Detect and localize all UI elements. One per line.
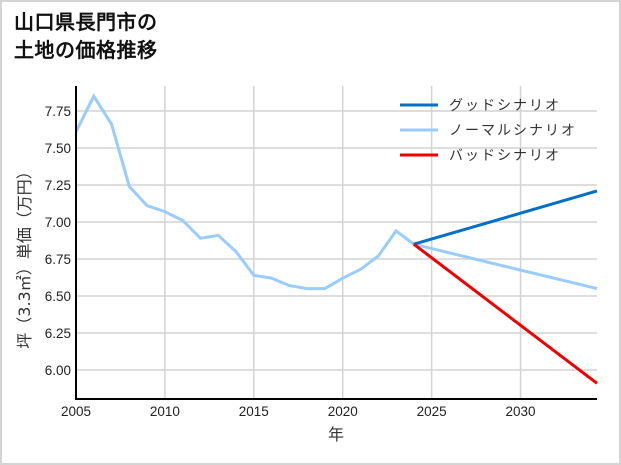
y-tick-label: 6.25 xyxy=(45,326,71,341)
legend-label: グッドシナリオ xyxy=(449,98,561,114)
x-tick-label: 2030 xyxy=(506,404,536,419)
title-line-1: 山口県長門市の xyxy=(14,10,158,34)
series-lines xyxy=(74,93,598,385)
y-tick-label: 6.50 xyxy=(45,289,71,304)
y-tick-label: 7.25 xyxy=(45,178,71,193)
series-line-0 xyxy=(413,189,598,246)
x-axis-label: 年 xyxy=(328,425,344,444)
legend-label: ノーマルシナリオ xyxy=(449,123,577,139)
x-tick-label: 2015 xyxy=(239,404,269,419)
x-tick-label: 2010 xyxy=(150,404,180,419)
x-tick-label: 2005 xyxy=(61,404,91,419)
chart-title: 山口県長門市の 土地の価格推移 xyxy=(14,8,158,64)
y-tick-label: 6.00 xyxy=(45,363,71,378)
y-tick-label: 7.75 xyxy=(45,104,71,119)
legend-label: バッドシナリオ xyxy=(449,148,561,164)
title-line-2: 土地の価格推移 xyxy=(14,38,158,62)
y-axis-label: 坪（3.3㎡）単価（万円） xyxy=(15,163,34,348)
x-tick-label: 2020 xyxy=(328,404,358,419)
y-tick-label: 7.50 xyxy=(45,141,71,156)
axes xyxy=(75,86,597,400)
series-line-1 xyxy=(74,93,598,291)
y-tick-label: 7.00 xyxy=(45,215,71,230)
x-tick-label: 2025 xyxy=(417,404,447,419)
tick-labels: 2005 2010 2015 2020 2025 2030 6.00 6.25 6.50 6.75… xyxy=(45,104,536,419)
series-line-2 xyxy=(412,243,598,385)
y-tick-label: 6.75 xyxy=(45,252,71,267)
